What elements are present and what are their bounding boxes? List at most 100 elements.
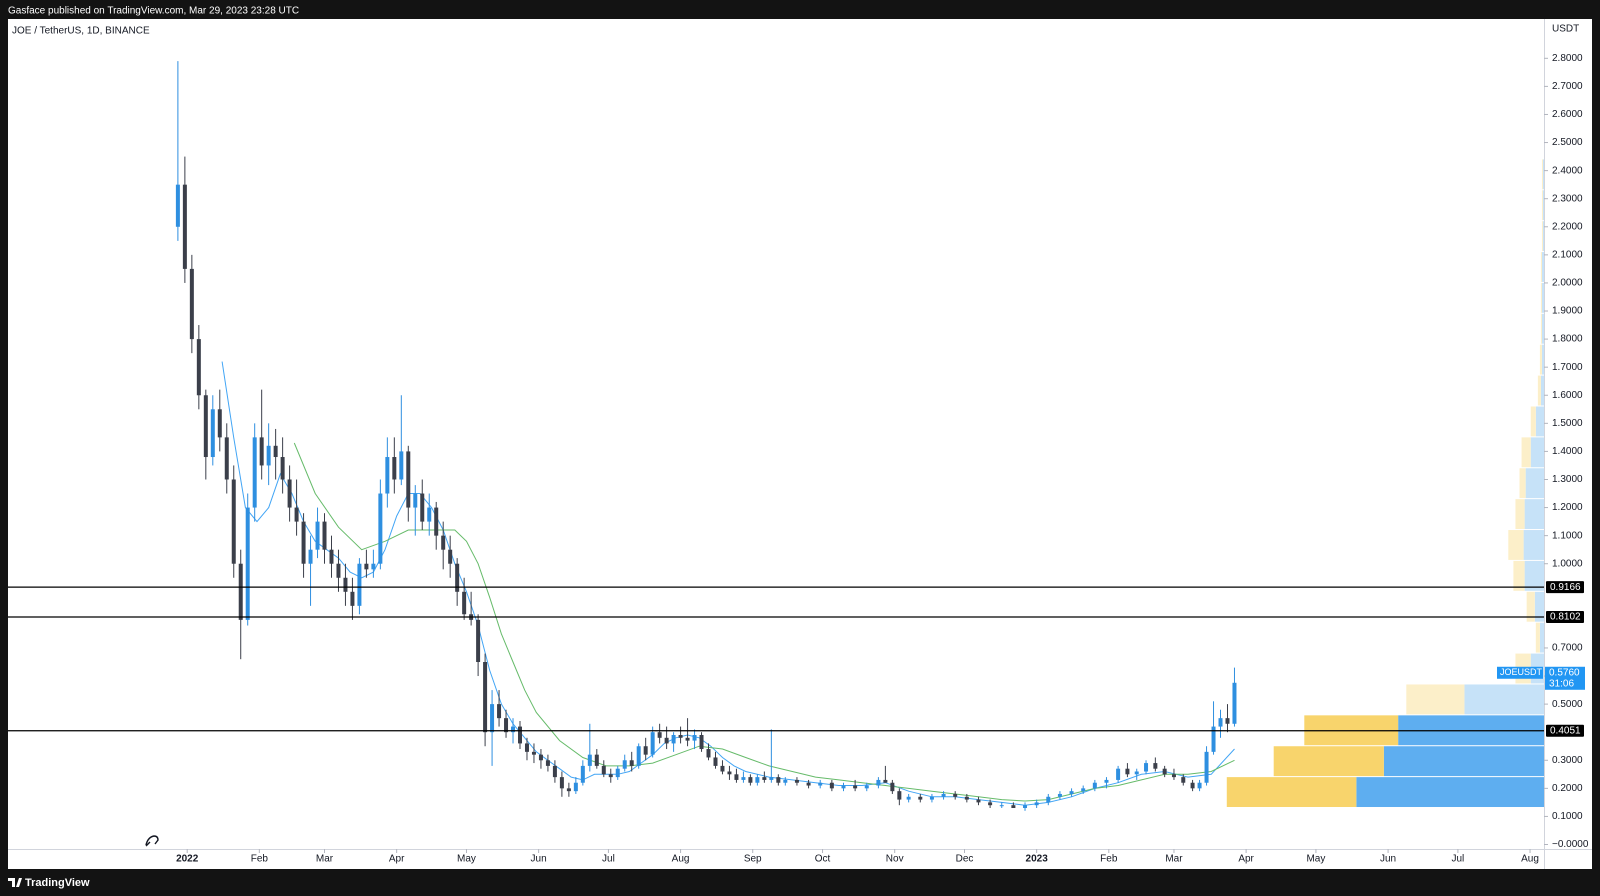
profile-down bbox=[1526, 591, 1535, 622]
y-tick-label: 2.5000 bbox=[1552, 137, 1583, 148]
profile-down bbox=[1513, 560, 1525, 591]
candle-body bbox=[727, 771, 732, 775]
publish-line: Gasface published on TradingView.com, Ma… bbox=[8, 6, 299, 17]
candle-body bbox=[941, 793, 946, 797]
profile-down bbox=[1515, 499, 1525, 530]
candle-body bbox=[883, 779, 888, 783]
profile-down bbox=[1540, 252, 1542, 282]
level-label: 0.4051 bbox=[1550, 725, 1581, 736]
price-axis-unit: USDT bbox=[1552, 24, 1579, 35]
x-tick-label: Jul bbox=[1451, 854, 1464, 865]
profile-up bbox=[1542, 159, 1544, 190]
y-tick-label: 2.1000 bbox=[1552, 249, 1583, 260]
y-tick-label: 2.0000 bbox=[1552, 278, 1583, 289]
candle-body bbox=[1011, 805, 1016, 809]
candle-body bbox=[622, 760, 627, 769]
candle-body bbox=[476, 619, 481, 662]
y-tick-label: 1.6000 bbox=[1552, 390, 1583, 401]
x-tick-label: Jun bbox=[531, 854, 547, 865]
axes: −0.00000.10000.20000.30000.50000.60000.7… bbox=[176, 53, 1589, 865]
y-tick-label: 1.8000 bbox=[1552, 334, 1583, 345]
candle-body bbox=[483, 661, 488, 733]
y-tick-label: 1.4000 bbox=[1552, 446, 1583, 457]
candle-body bbox=[918, 796, 923, 800]
y-tick-label: 1.7000 bbox=[1552, 362, 1583, 373]
candle-body bbox=[406, 451, 411, 508]
candle-body bbox=[175, 184, 180, 227]
candle-body bbox=[462, 591, 467, 615]
candle-body bbox=[1204, 751, 1209, 783]
candle-body bbox=[685, 737, 690, 741]
candle-body bbox=[238, 563, 243, 620]
y-tick-label: 2.2000 bbox=[1552, 221, 1583, 232]
candle-body bbox=[615, 768, 620, 778]
candle-body bbox=[490, 704, 495, 733]
candle-body bbox=[587, 754, 592, 766]
candle-body bbox=[1171, 774, 1176, 778]
y-tick-label: 0.7000 bbox=[1552, 643, 1583, 654]
candle-body bbox=[1153, 763, 1158, 769]
candle-body bbox=[953, 793, 958, 797]
candle-body bbox=[1092, 782, 1097, 789]
candle-body bbox=[371, 563, 376, 570]
profile-down bbox=[1540, 313, 1542, 344]
x-tick-label: Jun bbox=[1380, 854, 1396, 865]
candle-body bbox=[217, 409, 222, 438]
candle-body bbox=[1034, 802, 1039, 806]
candle-body bbox=[988, 802, 993, 806]
symbol-label: JOEUSDT bbox=[1500, 667, 1543, 677]
candle-body bbox=[678, 735, 683, 738]
candle-body bbox=[315, 521, 320, 550]
symbol-title: JOE / TetherUS, 1D, BINANCE bbox=[12, 26, 150, 37]
candle-body bbox=[671, 735, 676, 744]
candle-body bbox=[301, 521, 306, 564]
candle-body bbox=[538, 754, 543, 761]
profile-down bbox=[1273, 746, 1384, 777]
candle-body bbox=[531, 751, 536, 755]
candle-body bbox=[329, 549, 334, 564]
candle-body bbox=[776, 777, 781, 783]
profile-up bbox=[1535, 406, 1544, 437]
candle-body bbox=[399, 451, 404, 480]
candle-body bbox=[1225, 718, 1230, 724]
level-badge bbox=[1546, 724, 1584, 737]
candle-body bbox=[1144, 763, 1149, 772]
plot bbox=[8, 61, 1544, 811]
candle-body bbox=[1125, 768, 1130, 775]
candle-body bbox=[657, 732, 662, 738]
candle-body bbox=[864, 785, 869, 789]
candle-body bbox=[794, 779, 799, 783]
x-tick-label: Mar bbox=[1165, 854, 1183, 865]
profile-up bbox=[1383, 746, 1544, 777]
last-price-label: 0.5760 bbox=[1549, 667, 1580, 678]
candle-body bbox=[343, 577, 348, 592]
candle-body bbox=[273, 445, 278, 458]
candle-body bbox=[511, 726, 516, 733]
candle-body bbox=[1232, 682, 1237, 724]
profile-up bbox=[1541, 282, 1544, 313]
x-tick-label: Apr bbox=[1238, 854, 1254, 865]
candle-body bbox=[203, 395, 208, 458]
x-tick-label: Jul bbox=[602, 854, 615, 865]
profile-down bbox=[1541, 221, 1543, 252]
candle-body bbox=[1104, 779, 1109, 783]
y-tick-label: 2.3000 bbox=[1552, 193, 1583, 204]
candle-body bbox=[906, 796, 911, 800]
candle-body bbox=[294, 507, 299, 522]
candle-body bbox=[182, 184, 187, 269]
countdown-label: 31:06 bbox=[1549, 678, 1574, 689]
footer-brand[interactable]: TradingView bbox=[25, 877, 90, 889]
level-label: 0.9166 bbox=[1550, 582, 1581, 593]
profile-down bbox=[1521, 437, 1531, 468]
candle-body bbox=[559, 777, 564, 789]
candle-body bbox=[280, 457, 285, 480]
candle-body bbox=[1057, 793, 1062, 797]
footer-logo: TradingView bbox=[8, 877, 90, 889]
moving-average bbox=[293, 442, 1235, 802]
candle-body bbox=[266, 445, 271, 466]
candle-body bbox=[552, 765, 557, 778]
level-badge bbox=[1546, 611, 1584, 624]
profile-up bbox=[1356, 777, 1544, 808]
